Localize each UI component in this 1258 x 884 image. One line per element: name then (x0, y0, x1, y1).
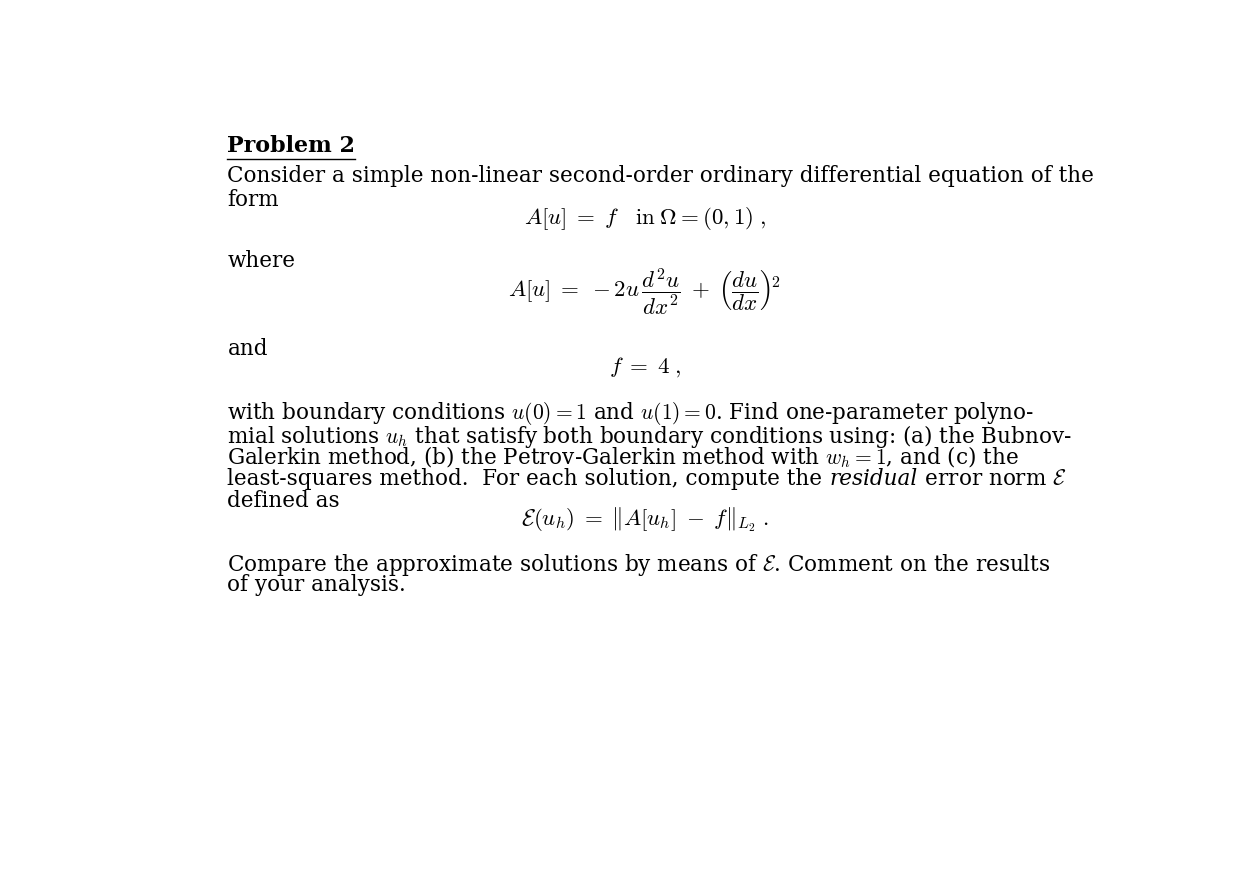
Text: error norm $\mathcal{E}$: error norm $\mathcal{E}$ (917, 468, 1067, 490)
Text: Galerkin method, (b) the Petrov-Galerkin method with $w_h = 1$, and (c) the: Galerkin method, (b) the Petrov-Galerkin… (228, 445, 1019, 470)
Text: of your analysis.: of your analysis. (228, 575, 406, 597)
Text: form: form (228, 189, 279, 211)
Text: Compare the approximate solutions by means of $\mathcal{E}$. Comment on the resu: Compare the approximate solutions by mea… (228, 552, 1050, 578)
Text: Problem 2: Problem 2 (228, 134, 356, 156)
Text: mial solutions $u_h$ that satisfy both boundary conditions using: (a) the Bubnov: mial solutions $u_h$ that satisfy both b… (228, 423, 1072, 450)
Text: $\mathcal{E}(u_h)\;=\;\|A[u_h]\;-\;f\|_{L_2}\;.$: $\mathcal{E}(u_h)\;=\;\|A[u_h]\;-\;f\|_{… (521, 505, 769, 534)
Text: defined as: defined as (228, 490, 340, 512)
Text: with boundary conditions $u(0)=1$ and $u(1)=0$. Find one-parameter polyno-: with boundary conditions $u(0)=1$ and $u… (228, 400, 1034, 427)
Text: where: where (228, 250, 296, 272)
Text: residual: residual (829, 468, 917, 490)
Text: Consider a simple non-linear second-order ordinary differential equation of the: Consider a simple non-linear second-orde… (228, 165, 1094, 187)
Text: $f\;=\;4\;,$: $f\;=\;4\;,$ (609, 354, 681, 378)
Text: least-squares method.  For each solution, compute the: least-squares method. For each solution,… (228, 468, 829, 490)
Text: and: and (228, 338, 268, 360)
Text: $A[u]\;=\;f \quad \mathrm{in}\;\Omega=(0,1)\;,$: $A[u]\;=\;f \quad \mathrm{in}\;\Omega=(0… (523, 205, 766, 232)
Text: $A[u]\;=\;-2u\,\dfrac{d^2u}{dx^2}\;+\;\left(\dfrac{du}{dx}\right)^{\!2}$: $A[u]\;=\;-2u\,\dfrac{d^2u}{dx^2}\;+\;\l… (508, 266, 781, 316)
